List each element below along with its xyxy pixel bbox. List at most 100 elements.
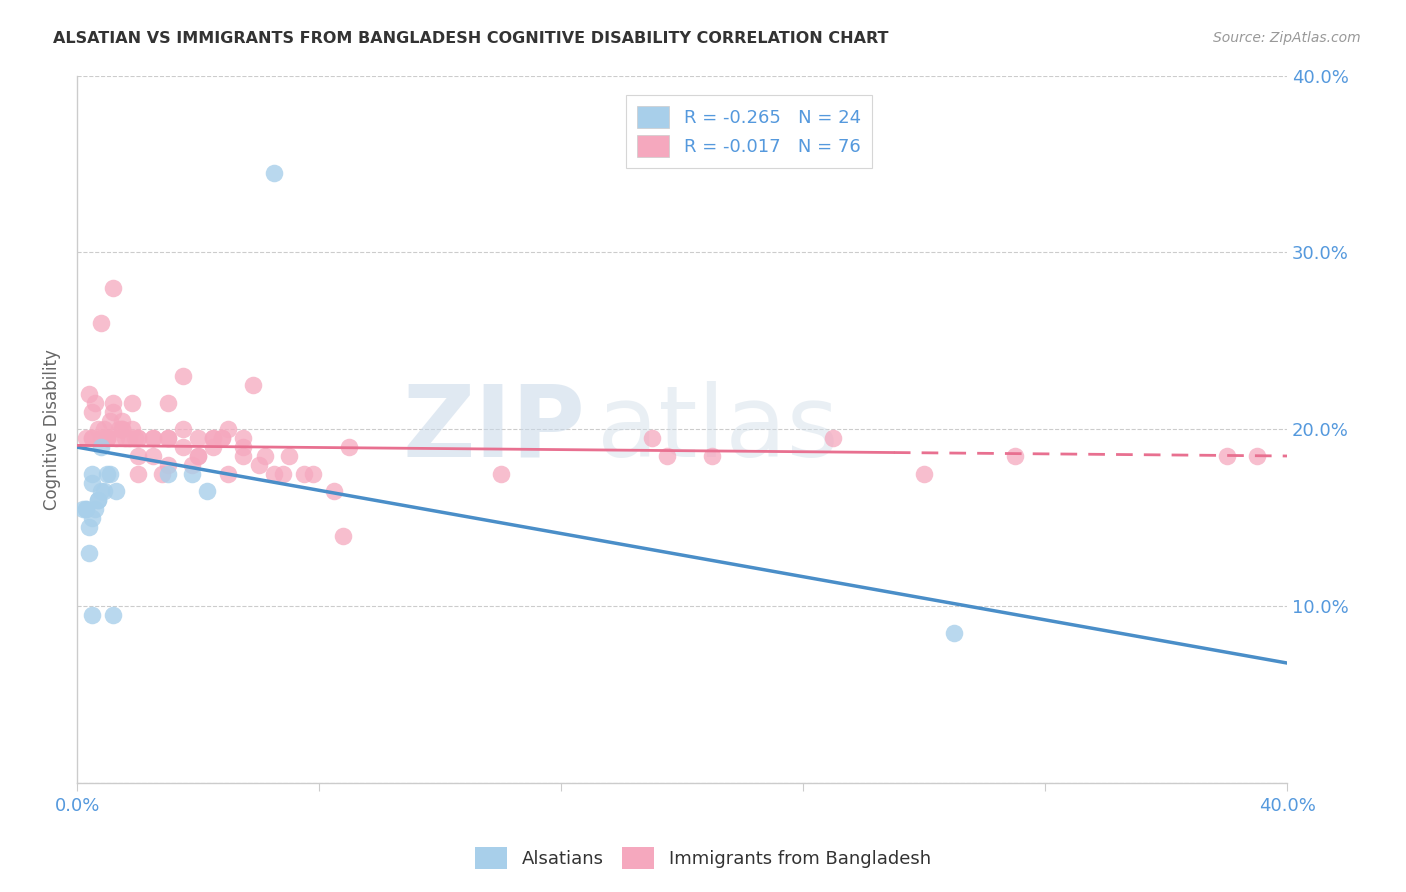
Text: ZIP: ZIP <box>402 381 585 478</box>
Point <box>323 484 346 499</box>
Point <box>187 449 209 463</box>
Point <box>77 520 100 534</box>
Point <box>195 484 218 499</box>
Point <box>1246 449 1268 463</box>
Point <box>1215 449 1237 463</box>
Text: atlas: atlas <box>598 381 839 478</box>
Legend: Alsatians, Immigrants from Bangladesh: Alsatians, Immigrants from Bangladesh <box>465 838 941 879</box>
Point <box>943 626 966 640</box>
Point <box>912 467 935 481</box>
Point <box>96 431 118 445</box>
Point <box>103 396 125 410</box>
Point <box>75 502 97 516</box>
Point <box>103 405 125 419</box>
Point <box>121 396 143 410</box>
Legend: R = -0.265   N = 24, R = -0.017   N = 76: R = -0.265 N = 24, R = -0.017 N = 76 <box>626 95 872 168</box>
Point <box>75 502 97 516</box>
Point <box>253 449 276 463</box>
Point <box>75 431 97 445</box>
Point <box>103 281 125 295</box>
Point <box>93 422 115 436</box>
Point <box>108 422 131 436</box>
Point <box>823 431 845 445</box>
Point <box>82 467 104 481</box>
Point <box>172 422 194 436</box>
Point <box>217 422 239 436</box>
Point <box>181 467 204 481</box>
Point <box>142 449 165 463</box>
Point <box>82 405 104 419</box>
Point <box>292 467 315 481</box>
Point <box>82 431 104 445</box>
Point <box>1004 449 1026 463</box>
Point <box>127 449 149 463</box>
Point <box>181 458 204 472</box>
Point <box>105 431 128 445</box>
Point <box>150 467 173 481</box>
Text: ALSATIAN VS IMMIGRANTS FROM BANGLADESH COGNITIVE DISABILITY CORRELATION CHART: ALSATIAN VS IMMIGRANTS FROM BANGLADESH C… <box>53 31 889 46</box>
Point <box>156 431 179 445</box>
Point <box>87 493 110 508</box>
Point <box>172 369 194 384</box>
Y-axis label: Cognitive Disability: Cognitive Disability <box>44 349 60 510</box>
Point <box>82 511 104 525</box>
Point <box>156 396 179 410</box>
Point <box>121 422 143 436</box>
Point <box>332 528 354 542</box>
Point <box>98 414 121 428</box>
Point <box>232 440 254 454</box>
Point <box>82 608 104 623</box>
Point <box>82 475 104 490</box>
Point <box>105 484 128 499</box>
Point <box>202 440 225 454</box>
Point <box>84 502 107 516</box>
Point <box>127 431 149 445</box>
Point <box>117 431 139 445</box>
Point <box>114 431 136 445</box>
Point <box>217 467 239 481</box>
Point <box>277 449 299 463</box>
Point <box>72 502 94 516</box>
Point <box>172 440 194 454</box>
Point <box>77 546 100 560</box>
Point <box>156 467 179 481</box>
Point <box>202 431 225 445</box>
Point <box>142 431 165 445</box>
Point <box>127 431 149 445</box>
Point <box>156 431 179 445</box>
Point <box>87 422 110 436</box>
Point <box>90 316 112 330</box>
Point <box>142 431 165 445</box>
Point <box>263 166 285 180</box>
Point <box>96 467 118 481</box>
Point <box>103 608 125 623</box>
Point <box>702 449 724 463</box>
Point <box>90 484 112 499</box>
Point <box>263 467 285 481</box>
Point <box>187 431 209 445</box>
Point <box>489 467 512 481</box>
Text: Source: ZipAtlas.com: Source: ZipAtlas.com <box>1213 31 1361 45</box>
Point <box>124 431 146 445</box>
Point <box>96 431 118 445</box>
Point <box>242 378 264 392</box>
Point <box>84 396 107 410</box>
Point <box>127 467 149 481</box>
Point <box>302 467 325 481</box>
Point <box>271 467 294 481</box>
Point <box>232 449 254 463</box>
Point <box>98 467 121 481</box>
Point <box>93 484 115 499</box>
Point <box>655 449 678 463</box>
Point <box>337 440 360 454</box>
Point <box>111 414 134 428</box>
Point <box>247 458 270 472</box>
Point <box>77 387 100 401</box>
Point <box>202 431 225 445</box>
Point <box>82 431 104 445</box>
Point <box>211 431 233 445</box>
Point <box>90 440 112 454</box>
Point <box>187 449 209 463</box>
Point <box>96 431 118 445</box>
Point <box>641 431 664 445</box>
